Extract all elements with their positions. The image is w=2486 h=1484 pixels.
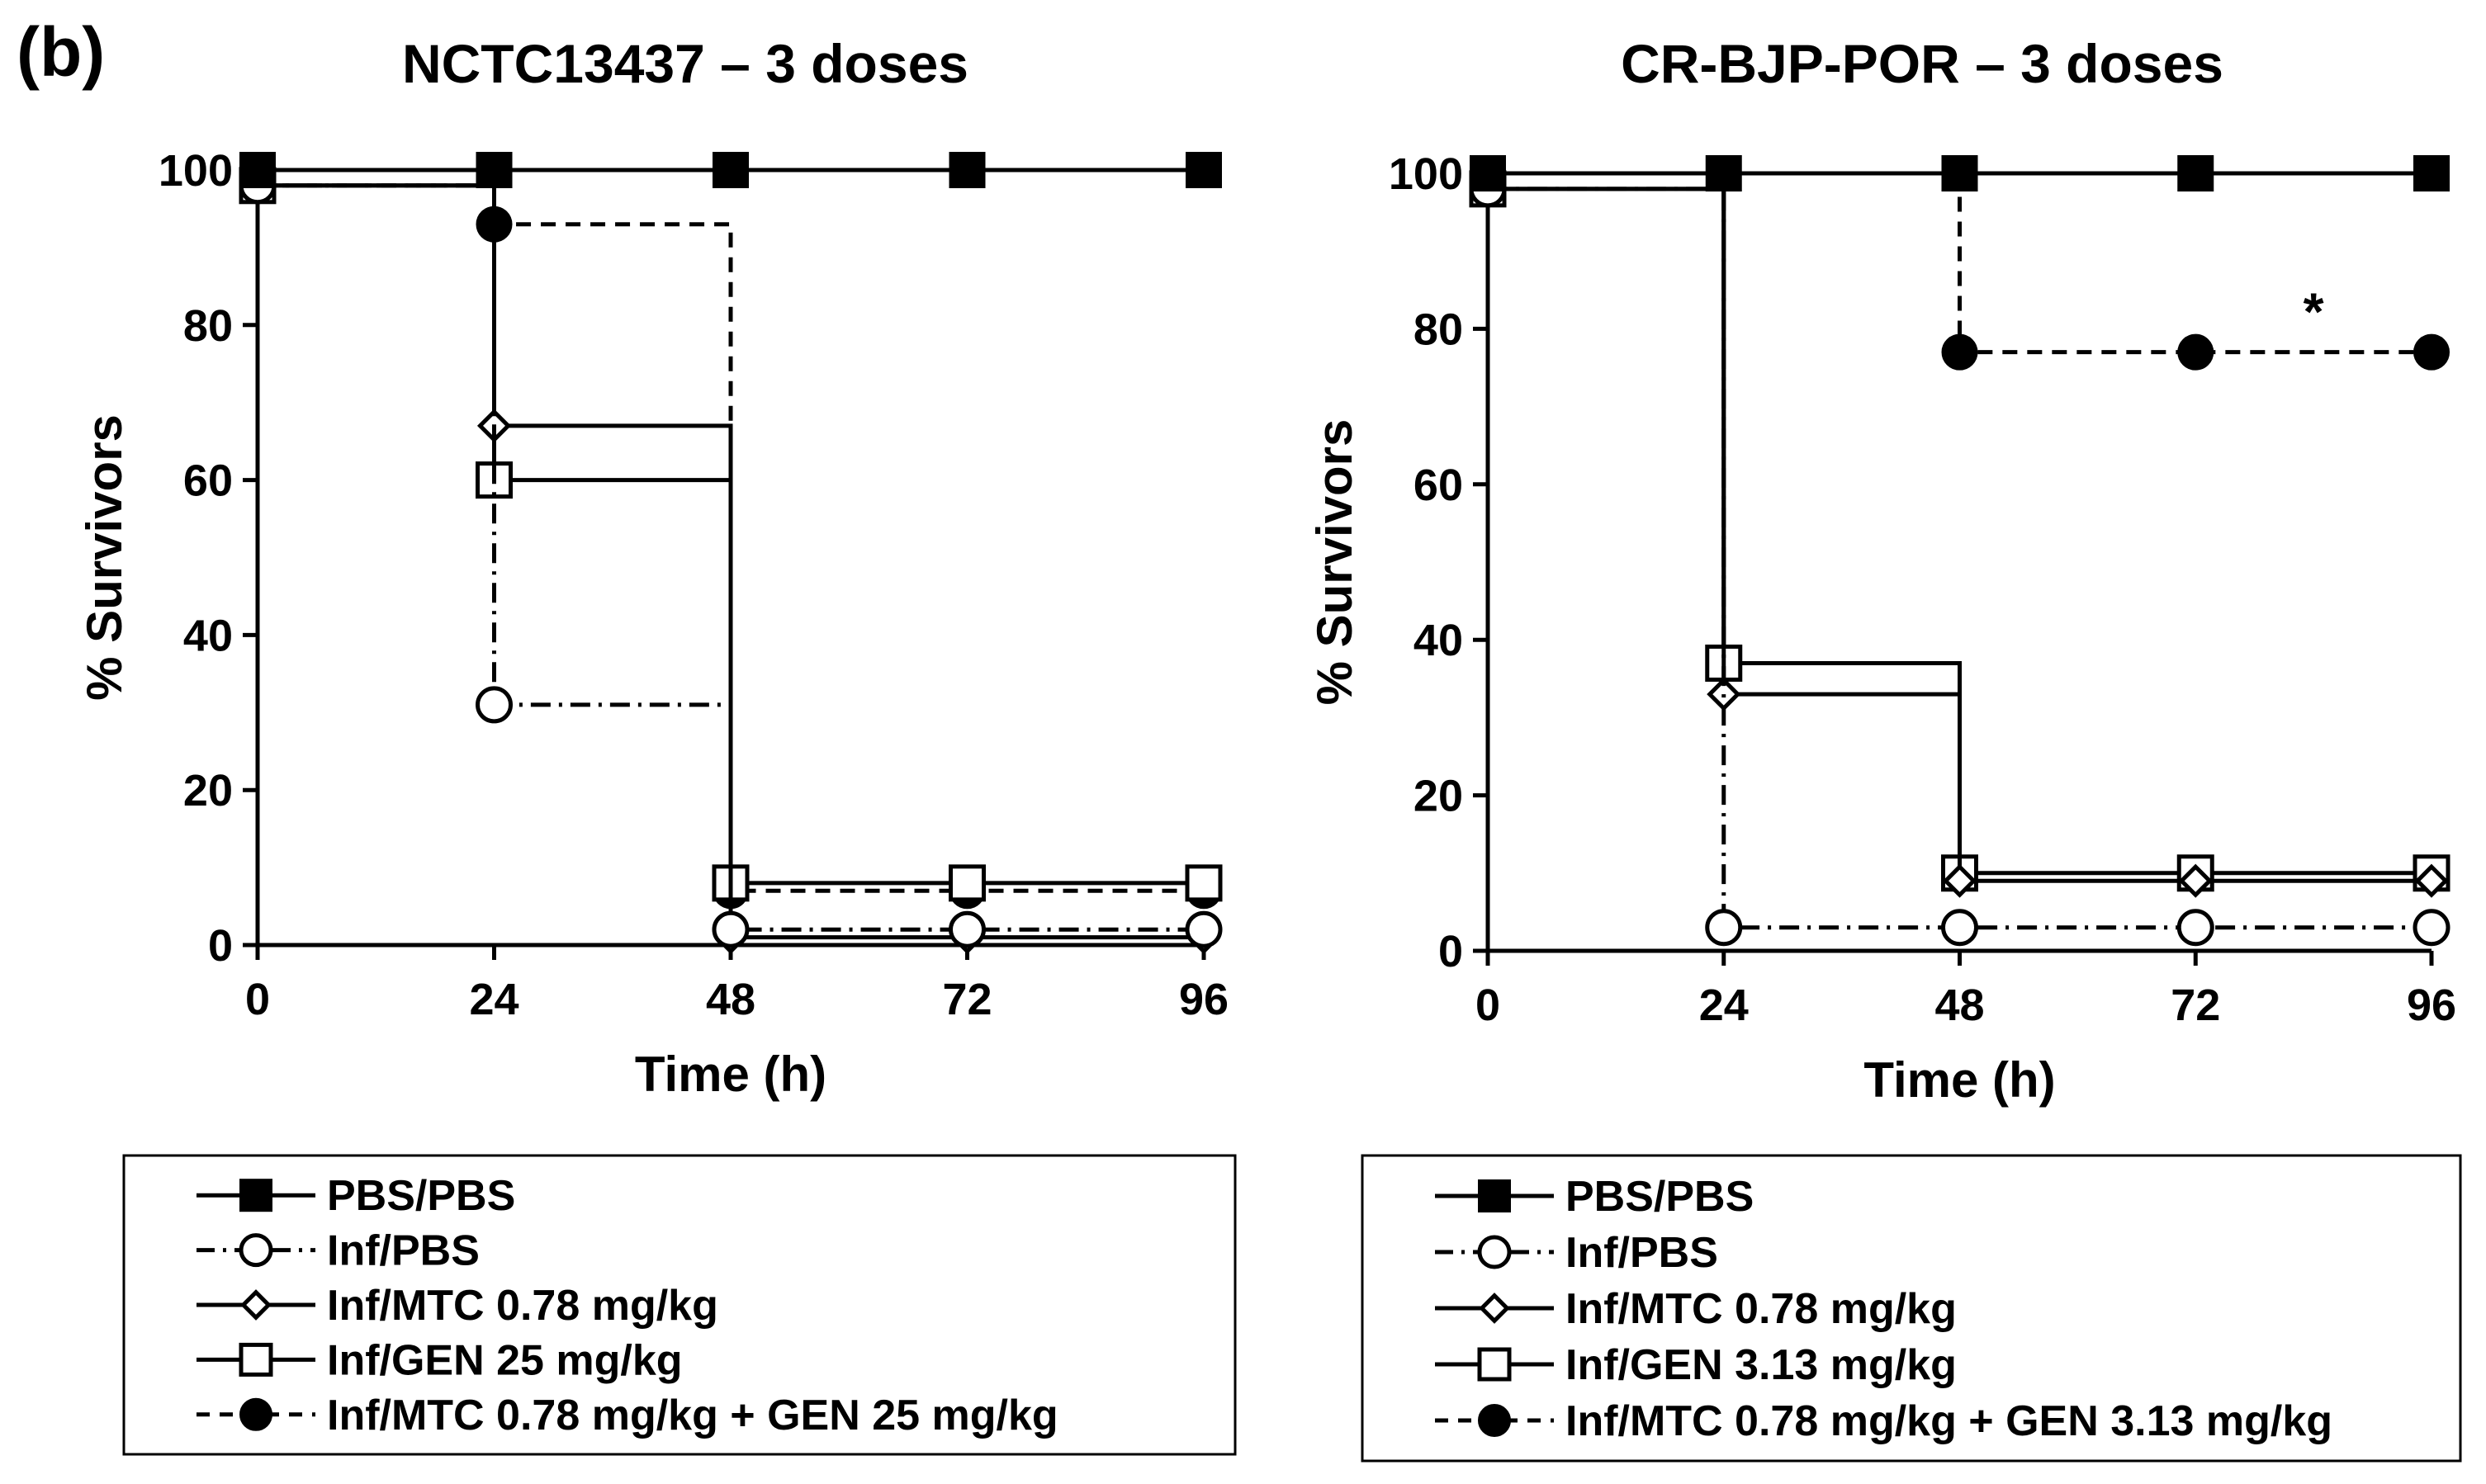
y-tick-label: 80 (183, 301, 233, 351)
chart-title: CR-BJP-POR – 3 doses (1621, 33, 2223, 94)
legend-marker (1477, 1235, 1512, 1269)
legend-label: Inf/MTC 0.78 mg/kg + GEN 3.13 mg/kg (1565, 1397, 2332, 1445)
y-tick-label: 60 (183, 456, 233, 506)
data-point (2177, 155, 2214, 191)
legend-label: Inf/PBS (1565, 1229, 1718, 1277)
data-point (1185, 910, 1223, 948)
x-tick-label: 72 (2171, 981, 2220, 1030)
y-tick-label: 40 (183, 611, 233, 660)
x-tick-label: 72 (942, 975, 992, 1024)
significance-annotation: * (2304, 282, 2324, 342)
legend-box (1361, 1154, 2462, 1463)
legend-label: Inf/MTC 0.78 mg/kg (1565, 1285, 1957, 1333)
data-point (1705, 909, 1743, 947)
data-point (949, 864, 986, 902)
data-point (239, 152, 276, 188)
legend-label: PBS/PBS (1565, 1173, 1754, 1221)
data-point (2413, 909, 2450, 947)
x-tick-label: 96 (2407, 981, 2456, 1030)
legend-marker (239, 1342, 273, 1377)
data-point (476, 686, 513, 724)
data-point (1942, 863, 1977, 898)
x-tick-label: 24 (469, 975, 519, 1024)
y-tick-label: 20 (183, 766, 233, 815)
data-point (2176, 909, 2214, 947)
legend-label: PBS/PBS (327, 1172, 515, 1220)
legend-marker (1478, 1179, 1511, 1212)
data-point (1186, 152, 1222, 188)
legend-label: Inf/MTC 0.78 mg/kg (327, 1282, 718, 1330)
legend: PBS/PBS Inf/PBS Inf/MTC 0.78 mg/kg Inf/GEN … (1361, 1154, 2462, 1463)
x-tick-label: 24 (1699, 981, 1749, 1030)
series-0 (1470, 155, 2450, 191)
chart-left: NCTC13437 – 3 doses 0 20 40 60 80 100 0 24 48 72 96… (77, 33, 1237, 1456)
data-point (2177, 333, 2214, 371)
x-tick-label: 48 (1934, 981, 1984, 1030)
panel-label: (b) (17, 13, 105, 91)
data-point (2414, 863, 2449, 898)
y-axis-title: % Survivors (1307, 419, 1362, 706)
x-axis-title: Time (h) (635, 1047, 826, 1102)
series-line (1488, 187, 2432, 930)
legend-marker (1477, 1347, 1512, 1382)
y-tick-label: 0 (208, 921, 233, 971)
data-point (1705, 155, 1742, 191)
y-tick-label: 20 (1413, 772, 1463, 821)
data-point (1941, 909, 1978, 947)
series-line (258, 183, 1204, 932)
data-point (2413, 333, 2450, 371)
data-point (1185, 864, 1223, 902)
x-tick-label: 96 (1179, 975, 1229, 1024)
chart-title: NCTC13437 – 3 doses (402, 33, 968, 94)
y-tick-label: 40 (1413, 616, 1463, 665)
legend-label: Inf/PBS (327, 1227, 480, 1275)
legend-label: Inf/GEN 25 mg/kg (327, 1336, 683, 1384)
data-point (713, 152, 749, 188)
data-point (712, 910, 750, 948)
data-point (1941, 333, 1978, 371)
series-0 (239, 152, 1222, 188)
y-tick-label: 100 (1389, 149, 1463, 199)
data-point (949, 152, 986, 188)
series-line (1488, 171, 2432, 355)
data-point (1470, 155, 1506, 191)
series-1 (1469, 170, 2450, 947)
legend-marker (240, 1289, 272, 1321)
legend-marker (1479, 1293, 1510, 1324)
y-axis-title: % Survivors (77, 414, 132, 701)
data-point (949, 910, 986, 948)
data-point (1941, 155, 1978, 191)
x-tick-label: 48 (706, 975, 755, 1024)
data-point (476, 152, 513, 188)
legend-marker (239, 1397, 272, 1431)
y-tick-label: 60 (1413, 461, 1463, 510)
chart-right: CR-BJP-POR – 3 doses 0 20 40 60 80 100 0 24 48 72 9… (1307, 33, 2462, 1463)
legend-marker (1478, 1404, 1511, 1437)
legend-label: Inf/GEN 3.13 mg/kg (1565, 1341, 1957, 1389)
x-tick-label: 0 (245, 975, 270, 1024)
legend-label: Inf/MTC 0.78 mg/kg + GEN 25 mg/kg (327, 1392, 1058, 1439)
legend: PBS/PBS Inf/PBS Inf/MTC 0.78 mg/kg Inf/GEN … (122, 1154, 1237, 1456)
series-line (1488, 187, 2432, 883)
data-point (2178, 863, 2213, 898)
data-point (2413, 155, 2450, 191)
x-tick-label: 0 (1475, 981, 1500, 1030)
legend-marker (239, 1179, 272, 1212)
y-tick-label: 100 (159, 146, 233, 196)
y-tick-label: 80 (1413, 305, 1463, 354)
legend-marker (239, 1233, 273, 1268)
x-axis-title: Time (h) (1863, 1052, 2055, 1108)
y-tick-label: 0 (1438, 927, 1463, 976)
